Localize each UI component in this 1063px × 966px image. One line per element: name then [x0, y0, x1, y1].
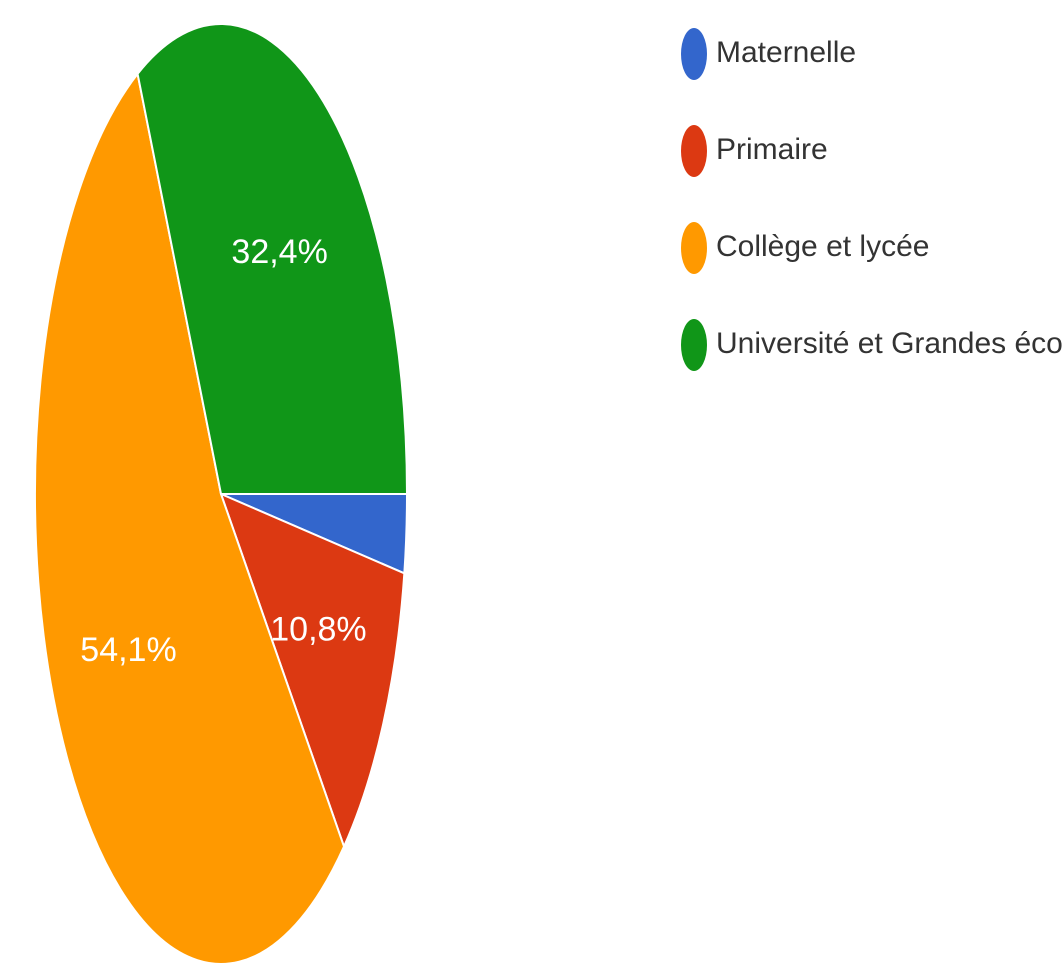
- slice-label-universite-et-grandes-ecoles: 32,4%: [231, 233, 327, 271]
- legend-label-universite-et-grandes-ecoles: Université et Grandes écoles: [716, 327, 1063, 360]
- legend-label-college-et-lycee: Collège et lycée: [716, 230, 929, 263]
- pie-slices: [33, 23, 409, 965]
- legend-label-primaire: Primaire: [716, 133, 828, 166]
- pie-slice-universite-et-grandes-ecoles: [136, 23, 409, 495]
- pie-slice-primaire: [219, 492, 406, 850]
- legend-swatch-universite-et-grandes-ecoles: [681, 319, 707, 371]
- slice-label-college-et-lycee: 54,1%: [80, 631, 176, 669]
- pie-slice-labels: 10,8% 54,1% 32,4%: [80, 233, 366, 669]
- slice-label-primaire: 10,8%: [270, 610, 366, 648]
- pie-slice-college-et-lycee: [33, 71, 346, 965]
- legend-swatch-college-et-lycee: [681, 222, 707, 274]
- legend-swatch-maternelle: [681, 28, 707, 80]
- legend-label-maternelle: Maternelle: [716, 36, 856, 69]
- chart-legend: Maternelle Primaire Collège et lycée Univer…: [681, 28, 1063, 371]
- legend-swatch-primaire: [681, 125, 707, 177]
